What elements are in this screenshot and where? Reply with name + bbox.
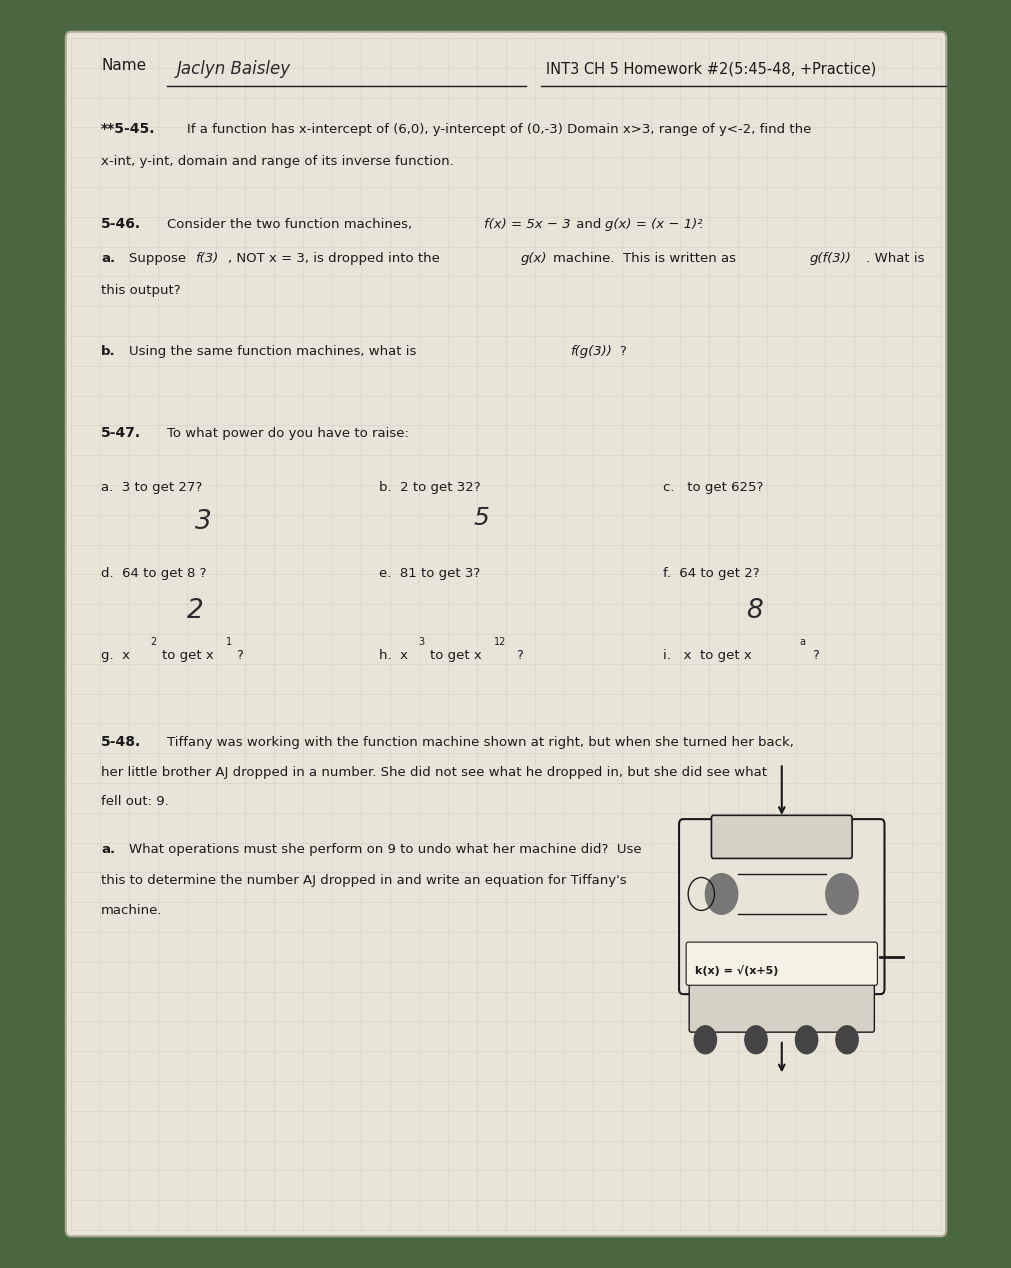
Circle shape xyxy=(744,1026,766,1054)
Text: f(x) = 5x − 3: f(x) = 5x − 3 xyxy=(483,218,570,231)
Text: to get x: to get x xyxy=(162,649,213,662)
Text: .: . xyxy=(698,218,702,231)
Text: a.: a. xyxy=(101,252,115,265)
FancyBboxPatch shape xyxy=(66,32,945,1236)
Text: 1: 1 xyxy=(225,638,232,648)
Circle shape xyxy=(835,1026,857,1054)
Text: 3: 3 xyxy=(195,508,212,535)
Text: i.   x  to get x: i. x to get x xyxy=(662,649,751,662)
Text: her little brother AJ dropped in a number. She did not see what he dropped in, b: her little brother AJ dropped in a numbe… xyxy=(101,766,766,779)
Circle shape xyxy=(705,874,737,914)
FancyBboxPatch shape xyxy=(678,819,884,994)
Text: h.  x: h. x xyxy=(379,649,408,662)
Text: to get x: to get x xyxy=(430,649,481,662)
Circle shape xyxy=(795,1026,817,1054)
Text: 5-47.: 5-47. xyxy=(101,426,142,440)
FancyBboxPatch shape xyxy=(711,815,851,858)
Text: 2: 2 xyxy=(150,638,156,648)
Text: b.  2 to get 32?: b. 2 to get 32? xyxy=(379,481,480,493)
Text: x-int, y-int, domain and range of its inverse function.: x-int, y-int, domain and range of its in… xyxy=(101,155,454,167)
Text: Using the same function machines, what is: Using the same function machines, what i… xyxy=(128,345,420,358)
Text: Consider the two function machines,: Consider the two function machines, xyxy=(167,218,416,231)
Text: 5-46.: 5-46. xyxy=(101,217,142,231)
Text: Name: Name xyxy=(101,58,147,72)
Text: machine.  This is written as: machine. This is written as xyxy=(552,252,739,265)
Text: To what power do you have to raise:: To what power do you have to raise: xyxy=(167,427,408,440)
Text: 8: 8 xyxy=(745,597,762,624)
Text: and: and xyxy=(571,218,605,231)
Text: k(x) = √(x+5): k(x) = √(x+5) xyxy=(695,965,777,976)
Text: **5-45.: **5-45. xyxy=(101,122,156,136)
Text: 5-48.: 5-48. xyxy=(101,734,142,748)
Circle shape xyxy=(825,874,857,914)
Text: this output?: this output? xyxy=(101,284,181,297)
Text: g(x): g(x) xyxy=(520,252,546,265)
Text: ?: ? xyxy=(236,649,243,662)
Text: ?: ? xyxy=(811,649,818,662)
Circle shape xyxy=(694,1026,716,1054)
FancyBboxPatch shape xyxy=(685,942,877,985)
Text: e.  81 to get 3?: e. 81 to get 3? xyxy=(379,567,480,579)
Text: a.: a. xyxy=(101,843,115,856)
Text: INT3 CH 5 Homework #2(5:45-48, +Practice): INT3 CH 5 Homework #2(5:45-48, +Practice… xyxy=(546,62,876,76)
Text: machine.: machine. xyxy=(101,904,163,917)
Text: b.: b. xyxy=(101,345,115,358)
Text: f.  64 to get 2?: f. 64 to get 2? xyxy=(662,567,758,579)
Text: 5: 5 xyxy=(473,506,489,530)
Text: a: a xyxy=(799,638,805,648)
Text: Suppose: Suppose xyxy=(128,252,190,265)
Text: g(x) = (x − 1)²: g(x) = (x − 1)² xyxy=(605,218,702,231)
Text: g.  x: g. x xyxy=(101,649,130,662)
Text: If a function has x-intercept of (6,0), y-intercept of (0,-3) Domain x>3, range : If a function has x-intercept of (6,0), … xyxy=(187,123,811,136)
Text: this to determine the number AJ dropped in and write an equation for Tiffany's: this to determine the number AJ dropped … xyxy=(101,874,626,886)
Text: Jaclyn Baisley: Jaclyn Baisley xyxy=(177,60,291,77)
Text: ?: ? xyxy=(619,345,626,358)
Text: g(f(3)): g(f(3)) xyxy=(809,252,850,265)
Text: , NOT x = 3, is dropped into the: , NOT x = 3, is dropped into the xyxy=(227,252,444,265)
Text: 2: 2 xyxy=(187,597,204,624)
Text: d.  64 to get 8 ?: d. 64 to get 8 ? xyxy=(101,567,206,579)
Text: c.   to get 625?: c. to get 625? xyxy=(662,481,762,493)
Text: ?: ? xyxy=(516,649,523,662)
Text: f(3): f(3) xyxy=(195,252,218,265)
Text: Tiffany was working with the function machine shown at right, but when she turne: Tiffany was working with the function ma… xyxy=(167,735,793,748)
FancyBboxPatch shape xyxy=(688,984,874,1032)
Text: 12: 12 xyxy=(493,638,506,648)
Text: . What is: . What is xyxy=(861,252,924,265)
Text: What operations must she perform on 9 to undo what her machine did?  Use: What operations must she perform on 9 to… xyxy=(128,843,641,856)
Text: f(g(3)): f(g(3)) xyxy=(569,345,611,358)
Text: fell out: 9.: fell out: 9. xyxy=(101,795,169,808)
Text: 3: 3 xyxy=(418,638,424,648)
Text: a.  3 to get 27?: a. 3 to get 27? xyxy=(101,481,202,493)
